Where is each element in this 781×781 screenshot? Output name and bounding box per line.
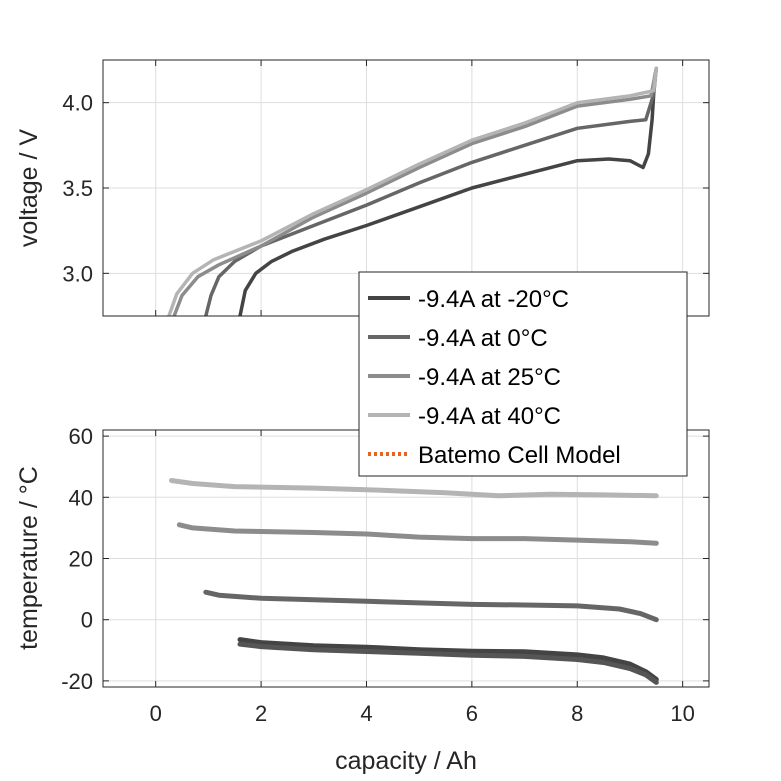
legend-label: -9.4A at -20°C (418, 286, 569, 313)
temperature-y-tick-label: 0 (81, 608, 93, 633)
temperature-y-axis-label: temperature / °C (15, 466, 43, 650)
voltage-series-group (167, 66, 659, 316)
temperature-series-line (237, 641, 659, 685)
temperature-x-tick-label: 2 (255, 701, 267, 726)
temperature-y-tick-label: -20 (61, 669, 93, 694)
temperature-y-ticks: -20 0 20 40 60 (61, 424, 709, 694)
temperature-y-tick-label: 20 (69, 547, 93, 572)
voltage-y-ticks: 3.0 3.5 4.0 (62, 60, 709, 316)
voltage-series-line (238, 66, 659, 316)
voltage-series-line (204, 66, 659, 316)
temperature-x-tick-label: 8 (571, 701, 583, 726)
legend-label: -9.4A at 0°C (418, 325, 548, 352)
legend-box (358, 271, 688, 477)
legend-entries: -9.4A at -20°C -9.4A at 0°C -9.4A at 25°C -… (368, 286, 621, 469)
temperature-series-line (203, 589, 659, 623)
legend-label: -9.4A at 40°C (418, 403, 561, 430)
voltage-y-axis-label: voltage / V (15, 129, 43, 247)
voltage-y-tick-label: 4.0 (62, 91, 93, 116)
voltage-series-line (172, 66, 659, 316)
legend-label: -9.4A at 25°C (418, 364, 561, 391)
temperature-series-group (169, 478, 659, 685)
temperature-series-line (176, 522, 659, 546)
temperature-y-tick-label: 60 (69, 424, 93, 449)
legend: -9.4A at -20°C -9.4A at 0°C -9.4A at 25°C -… (358, 271, 688, 477)
voltage-series-line (167, 66, 659, 316)
temperature-series-line (169, 478, 659, 499)
temperature-x-tick-label: 6 (466, 701, 478, 726)
temperature-x-ticks: 0 2 4 6 8 10 (150, 701, 695, 726)
voltage-y-tick-label: 3.0 (62, 261, 93, 286)
legend-label: Batemo Cell Model (418, 442, 621, 469)
temperature-x-tick-label: 10 (670, 701, 694, 726)
temperature-series-line (237, 637, 659, 682)
temperature-x-tick-label: 0 (150, 701, 162, 726)
temperature-x-tick-label: 4 (360, 701, 372, 726)
temperature-y-tick-label: 40 (69, 485, 93, 510)
capacity-x-axis-label: capacity / Ah (335, 747, 477, 775)
voltage-y-tick-label: 3.5 (62, 176, 93, 201)
